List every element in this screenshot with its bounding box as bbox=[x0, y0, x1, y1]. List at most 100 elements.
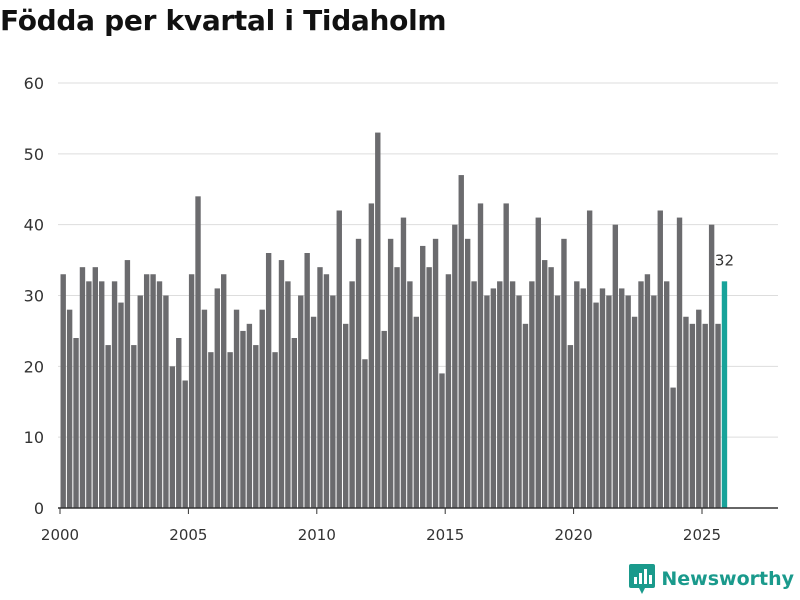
bar bbox=[387, 238, 394, 508]
bar bbox=[529, 281, 535, 508]
bar bbox=[99, 281, 105, 508]
bar bbox=[522, 323, 529, 508]
bar bbox=[227, 352, 233, 508]
bar bbox=[201, 309, 208, 508]
bar bbox=[368, 203, 375, 509]
bar bbox=[188, 274, 195, 508]
bar bbox=[381, 330, 387, 508]
bar bbox=[92, 267, 98, 508]
bar bbox=[625, 295, 631, 508]
x-tick-label: 2015 bbox=[426, 526, 464, 544]
bar bbox=[60, 274, 66, 508]
x-tick-label: 2010 bbox=[298, 526, 336, 544]
bar bbox=[484, 295, 490, 508]
bar bbox=[285, 281, 291, 508]
bar bbox=[105, 345, 111, 508]
bar bbox=[330, 295, 336, 508]
bar bbox=[426, 267, 432, 508]
bars bbox=[60, 132, 728, 509]
bar bbox=[317, 267, 323, 508]
bar bbox=[143, 274, 150, 508]
brand-name: Newsworthy bbox=[661, 568, 794, 590]
bar bbox=[137, 295, 143, 508]
x-tick-label: 2020 bbox=[555, 526, 593, 544]
bar bbox=[657, 210, 663, 508]
data-labels: 32 bbox=[713, 250, 735, 271]
bar bbox=[86, 281, 92, 508]
bar bbox=[606, 295, 612, 508]
bar bbox=[375, 132, 381, 508]
bar bbox=[464, 238, 471, 508]
y-tick-label: 20 bbox=[24, 357, 44, 376]
bar bbox=[304, 253, 310, 508]
bar bbox=[150, 274, 156, 508]
bar bbox=[118, 302, 124, 508]
bar bbox=[593, 302, 599, 508]
bar bbox=[619, 288, 625, 508]
bar bbox=[574, 281, 580, 508]
bar bbox=[214, 288, 220, 508]
bar-value-label: 32 bbox=[715, 251, 734, 269]
bar bbox=[272, 352, 278, 508]
y-tick-label: 10 bbox=[24, 428, 44, 447]
bar bbox=[452, 224, 458, 509]
bar bbox=[176, 338, 182, 508]
bar bbox=[394, 267, 400, 508]
bar bbox=[696, 309, 702, 508]
bar bbox=[278, 260, 285, 508]
bar bbox=[554, 295, 561, 508]
bar bbox=[310, 316, 317, 508]
bar bbox=[612, 224, 619, 509]
bar bbox=[567, 345, 574, 508]
bar bbox=[535, 217, 541, 508]
bar bbox=[580, 288, 586, 508]
bar bbox=[663, 281, 670, 508]
bar bbox=[638, 281, 644, 508]
bar bbox=[458, 175, 464, 508]
bar bbox=[497, 281, 503, 508]
bar bbox=[79, 267, 86, 508]
bar bbox=[73, 338, 79, 508]
bar bbox=[131, 345, 137, 508]
y-tick-label: 40 bbox=[24, 216, 44, 235]
bar bbox=[542, 260, 548, 508]
newsworthy-logo-icon bbox=[629, 564, 656, 594]
bar bbox=[503, 203, 509, 509]
bar bbox=[66, 309, 73, 508]
axes: 0 10 20 30 40 50 60 2000 2005 2010 2015 2020 2025 bbox=[24, 74, 778, 544]
bar bbox=[336, 210, 342, 508]
bar bbox=[182, 380, 188, 508]
bar bbox=[195, 196, 201, 508]
bar bbox=[323, 274, 330, 508]
bar-highlight bbox=[721, 281, 728, 508]
bar bbox=[548, 267, 554, 508]
bar bbox=[298, 295, 304, 508]
bar bbox=[259, 309, 265, 508]
bar bbox=[445, 274, 452, 508]
bar bbox=[407, 281, 413, 508]
bar bbox=[111, 281, 118, 508]
bar bbox=[516, 295, 522, 508]
bar bbox=[708, 224, 715, 509]
bar bbox=[509, 281, 516, 508]
bar bbox=[561, 238, 567, 508]
bar bbox=[490, 288, 497, 508]
bar bbox=[432, 238, 439, 508]
y-tick-label: 30 bbox=[24, 287, 44, 306]
bar bbox=[651, 295, 657, 508]
bar bbox=[439, 373, 445, 508]
bar bbox=[599, 288, 606, 508]
bar bbox=[246, 323, 253, 508]
bar bbox=[362, 359, 368, 508]
bar bbox=[291, 338, 298, 508]
bar bbox=[644, 274, 651, 508]
newsworthy-brand: Newsworthy bbox=[629, 564, 794, 594]
bar bbox=[689, 323, 696, 508]
x-tick-label: 2005 bbox=[169, 526, 207, 544]
bar bbox=[221, 274, 227, 508]
x-tick-label: 2025 bbox=[683, 526, 721, 544]
bar bbox=[631, 316, 638, 508]
bar bbox=[124, 260, 131, 508]
bar bbox=[400, 217, 407, 508]
bar bbox=[702, 323, 708, 508]
